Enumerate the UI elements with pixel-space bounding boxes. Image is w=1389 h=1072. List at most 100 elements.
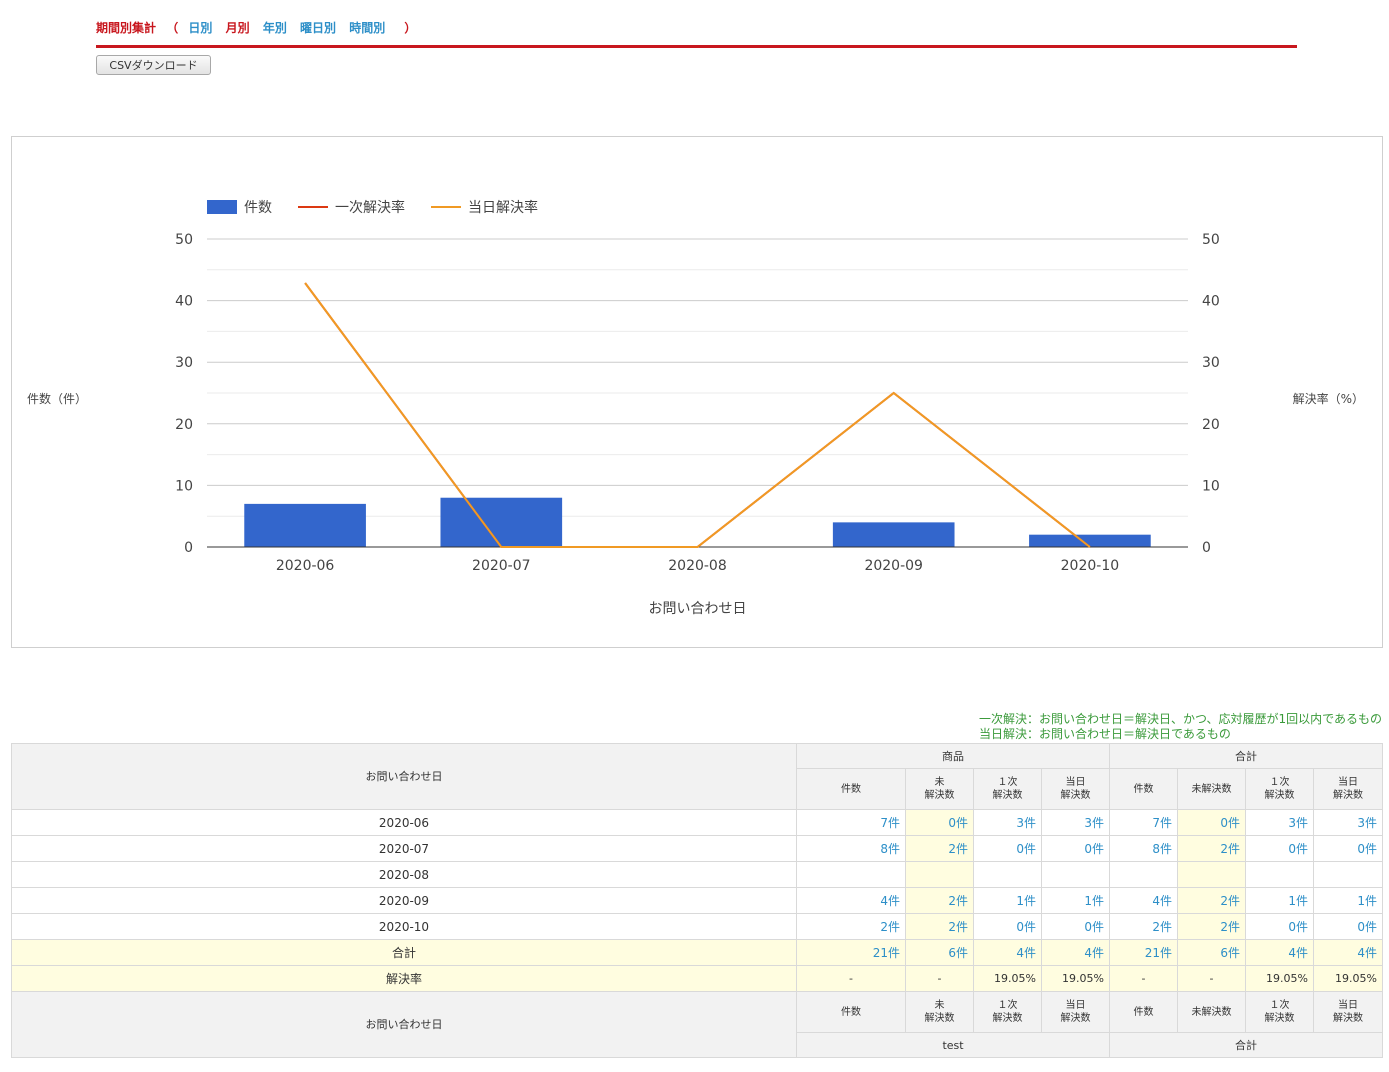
column-header: 未解決数: [1177, 768, 1246, 810]
tab-monthly[interactable]: 月別: [225, 21, 250, 35]
count-cell[interactable]: 3件: [973, 809, 1042, 836]
first-resolution-note: 一次解決：お問い合わせ日＝解決日、かつ、応対履歴が1回以内であるもの: [978, 712, 1382, 726]
count-cell[interactable]: 0件: [973, 913, 1042, 940]
count-cell[interactable]: 2件: [1177, 913, 1246, 940]
count-cell[interactable]: 2件: [1177, 835, 1246, 862]
rate-cell: -: [1109, 965, 1178, 992]
right-axis-tick-label: 20: [1202, 417, 1220, 433]
count-cell[interactable]: 0件: [1245, 835, 1314, 862]
sum-cell[interactable]: 21件: [1109, 939, 1178, 966]
line-same-day-resolution-rate: [304, 282, 1091, 548]
bar-count: [440, 497, 563, 547]
left-axis-tick-label: 50: [175, 232, 193, 248]
x-axis-tick-label: 2020-07: [472, 558, 531, 574]
x-axis-tick-label: 2020-06: [276, 558, 335, 574]
row-date: 2020-10: [11, 913, 797, 940]
count-cell[interactable]: 0件: [973, 835, 1042, 862]
left-axis-tick-label: 30: [175, 355, 193, 371]
close-paren: ）: [404, 21, 417, 35]
rate-row: 解決率 - -19.05% 19.05% - -19.05% 19.05%: [11, 965, 1383, 992]
bar-count: [1029, 534, 1151, 547]
sum-cell[interactable]: 4件: [1313, 939, 1383, 966]
column-header: １次 解決数: [1245, 768, 1314, 810]
line-first-resolution-rate: [304, 282, 1091, 548]
sum-label: 合計: [11, 939, 797, 966]
count-cell[interactable]: 0件: [905, 809, 974, 836]
group-header-1: 合計: [1109, 743, 1383, 769]
count-cell[interactable]: 1件: [1041, 887, 1110, 914]
count-cell[interactable]: 0件: [1245, 913, 1314, 940]
x-axis-title: お問い合わせ日: [649, 601, 747, 617]
table-row: 2020-09 4件 2件 1件 1件 4件 2件 1件 1件: [11, 887, 1383, 914]
legend-label: 当日解決率: [468, 199, 538, 216]
date-column-header: お問い合わせ日: [11, 991, 797, 1058]
column-header: 当日 解決数: [1313, 768, 1383, 810]
footer-group-header-1: 合計: [1109, 1032, 1383, 1058]
tab-hourly[interactable]: 時間別: [349, 21, 386, 35]
left-axis-tick-label: 20: [175, 417, 193, 433]
count-cell[interactable]: 8件: [1109, 835, 1178, 862]
right-axis-tick-label: 50: [1202, 232, 1220, 248]
count-cell[interactable]: 0件: [1041, 835, 1110, 862]
right-axis-tick-label: 30: [1202, 355, 1220, 371]
count-cell: [1245, 861, 1314, 888]
count-cell[interactable]: 0件: [1041, 913, 1110, 940]
resolution-definitions: 一次解決：お問い合わせ日＝解決日、かつ、応対履歴が1回以内であるもの 当日解決：…: [979, 712, 1382, 742]
left-axis-title: 件数（件）: [27, 391, 87, 406]
column-header: 未 解決数: [905, 768, 974, 810]
count-cell[interactable]: 3件: [1313, 809, 1383, 836]
count-cell[interactable]: 1件: [1313, 887, 1383, 914]
count-cell: [1313, 861, 1383, 888]
count-cell[interactable]: 0件: [1177, 809, 1246, 836]
count-cell: [1177, 861, 1246, 888]
right-axis-tick-label: 0: [1202, 540, 1211, 556]
count-cell[interactable]: 2件: [905, 887, 974, 914]
tab-yearly[interactable]: 年別: [262, 21, 287, 35]
legend-swatch-bar: [207, 200, 237, 214]
sum-cell[interactable]: 4件: [1041, 939, 1110, 966]
sum-cell[interactable]: 21件: [796, 939, 906, 966]
count-cell[interactable]: 7件: [796, 809, 906, 836]
csv-download-button[interactable]: CSVダウンロード: [96, 55, 211, 75]
left-axis-tick-label: 40: [175, 294, 193, 310]
column-header: １次 解決数: [973, 991, 1042, 1033]
count-cell[interactable]: 2件: [905, 913, 974, 940]
sum-row: 合計 21件 6件 4件 4件 21件 6件 4件 4件: [11, 939, 1383, 966]
subheader-row: 件数未 解決数 １次 解決数 当日 解決数 件数 未解決数 １次 解決数 当日 解決数: [12, 768, 1383, 810]
count-cell[interactable]: 2件: [1109, 913, 1178, 940]
rate-cell: 19.05%: [1041, 965, 1110, 992]
group-header-0: 商品: [796, 743, 1110, 769]
footer-header-row: お問い合わせ日 件数未 解決数 １次 解決数 当日 解決数 件数 未解決数 １次 解決数 当日…: [11, 991, 1383, 1058]
footer-group-row: test 合計: [12, 1032, 1383, 1058]
rate-cell: -: [905, 965, 974, 992]
column-header: １次 解決数: [1245, 991, 1314, 1033]
count-cell[interactable]: 3件: [1245, 809, 1314, 836]
count-cell[interactable]: 8件: [796, 835, 906, 862]
count-cell: [1109, 861, 1178, 888]
rate-cell: 19.05%: [1313, 965, 1383, 992]
count-cell[interactable]: 4件: [1109, 887, 1178, 914]
footer-group-header-0: test: [796, 1032, 1110, 1058]
count-cell[interactable]: 1件: [1245, 887, 1314, 914]
count-cell[interactable]: 2件: [905, 835, 974, 862]
chart-panel: 0 0 10 10 20 20 30 30 40 40 50 50 2020-06 2020-07 2020…: [11, 136, 1383, 648]
count-cell[interactable]: 0件: [1313, 913, 1383, 940]
row-date: 2020-09: [11, 887, 797, 914]
count-cell[interactable]: 2件: [1177, 887, 1246, 914]
sum-cell[interactable]: 4件: [973, 939, 1042, 966]
sum-cell[interactable]: 6件: [1177, 939, 1246, 966]
count-cell[interactable]: 7件: [1109, 809, 1178, 836]
sum-cell[interactable]: 6件: [905, 939, 974, 966]
rate-cell: 19.05%: [1245, 965, 1314, 992]
count-cell[interactable]: 2件: [796, 913, 906, 940]
sum-cell[interactable]: 4件: [1245, 939, 1314, 966]
column-header: 未 解決数: [905, 991, 974, 1033]
count-cell[interactable]: 1件: [973, 887, 1042, 914]
count-cell: [796, 861, 906, 888]
tab-weekday[interactable]: 曜日別: [300, 21, 337, 35]
count-cell[interactable]: 4件: [796, 887, 906, 914]
tab-daily[interactable]: 日別: [188, 21, 213, 35]
x-axis-tick-label: 2020-08: [668, 558, 727, 574]
count-cell[interactable]: 0件: [1313, 835, 1383, 862]
count-cell[interactable]: 3件: [1041, 809, 1110, 836]
